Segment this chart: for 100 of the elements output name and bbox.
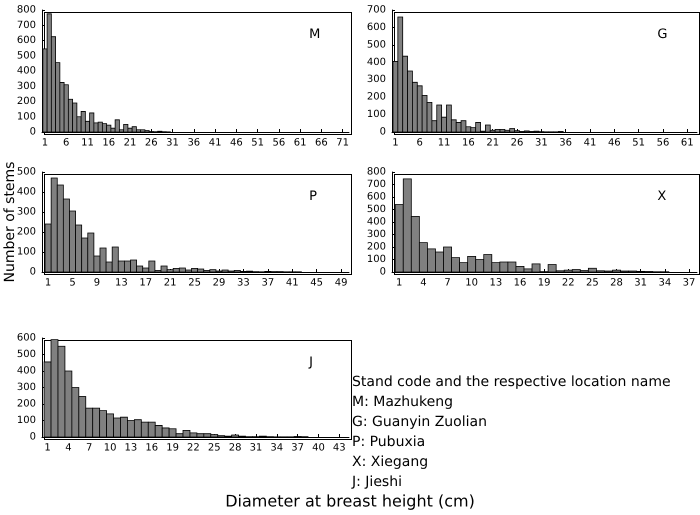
y-tick-label: 800 <box>366 166 386 178</box>
x-tick-label: 61 <box>680 138 694 148</box>
y-tick-label: 400 <box>16 66 36 76</box>
x-tick-label: 25 <box>208 442 221 454</box>
x-tick-label: 19 <box>166 442 179 454</box>
x-tick-label: 25 <box>188 278 201 288</box>
x-tick-label: 16 <box>145 442 158 454</box>
y-tick-label: 100 <box>16 246 36 258</box>
x-tick-label: 49 <box>334 278 348 288</box>
x-tick-label: 16 <box>514 278 526 288</box>
x-tick-label: 37 <box>291 442 304 454</box>
text: J <box>308 355 313 370</box>
x-tick-label: 71 <box>336 138 349 148</box>
x-tick-label: 10 <box>104 442 116 454</box>
x-tick-label: 22 <box>562 278 575 288</box>
x-tick-label: 51 <box>251 138 264 148</box>
x-tick-label: 41 <box>286 278 299 288</box>
x-tick-label: 22 <box>187 442 200 454</box>
x-axis-title: Diameter at breast height (cm) <box>225 492 475 510</box>
x-tick-label: 21 <box>164 278 177 288</box>
y-tick-label: 0 <box>30 266 36 278</box>
y-tick-label: 200 <box>366 92 386 103</box>
x-tick-label: 31 <box>166 138 179 148</box>
y-tick-label: 500 <box>16 166 36 178</box>
x-tick-label: 25 <box>586 278 599 288</box>
x-tick-label: 21 <box>486 138 500 148</box>
x-tick-label: 31 <box>250 442 262 454</box>
text: Stand code and the respective location name <box>352 373 672 392</box>
y-tick-label: 400 <box>16 186 36 198</box>
y-tick-label: 700 <box>16 20 36 31</box>
y-tick-label: 600 <box>16 35 36 46</box>
x-tick-label: 37 <box>682 278 696 288</box>
y-tick-label: 600 <box>16 332 36 344</box>
y-tick-label: 300 <box>366 74 386 86</box>
x-tick-label: 34 <box>658 278 672 288</box>
y-tick-label: 500 <box>366 204 386 215</box>
x-tick-label: 33 <box>237 278 250 288</box>
y-tick-label: 400 <box>366 216 386 228</box>
text: P <box>309 189 318 204</box>
x-tick-label: 1 <box>44 442 51 454</box>
x-tick-label: 34 <box>270 442 284 454</box>
y-tick-label: 400 <box>366 56 386 68</box>
text: X <box>657 189 666 204</box>
text: G: Guanyin Zuolian <box>352 413 488 432</box>
x-tick-label: 28 <box>228 442 242 454</box>
y-tick-label: 0 <box>380 126 386 138</box>
x-tick-label: 43 <box>332 442 346 454</box>
x-tick-label: 4 <box>420 278 427 288</box>
x-tick-label: 46 <box>608 138 621 148</box>
x-tick-label: 36 <box>559 138 572 148</box>
y-tick-label: 100 <box>366 109 386 120</box>
y-tick-label: 200 <box>16 96 36 107</box>
x-tick-label: 5 <box>69 278 76 288</box>
y-tick-label: 0 <box>380 266 386 278</box>
y-tick-label: 300 <box>16 206 36 218</box>
y-tick-label: 600 <box>366 192 386 202</box>
x-tick-label: 37 <box>261 278 274 288</box>
text: M: Mazhukeng <box>352 393 454 412</box>
x-tick-label: 1 <box>44 278 52 288</box>
x-tick-label: 11 <box>438 138 450 148</box>
x-tick-label: 16 <box>102 138 116 148</box>
x-tick-label: 7 <box>86 442 92 454</box>
y-tick-label: 400 <box>16 366 36 376</box>
x-tick-label: 21 <box>124 138 136 148</box>
y-tick-label: 700 <box>366 179 386 190</box>
x-tick-label: 7 <box>444 278 451 288</box>
x-tick-label: 4 <box>65 442 72 454</box>
y-tick-label: 500 <box>16 50 36 62</box>
x-tick-label: 16 <box>462 138 475 148</box>
x-tick-label: 31 <box>634 278 648 288</box>
y-tick-label: 600 <box>366 22 386 33</box>
x-tick-label: 36 <box>187 138 200 148</box>
x-tick-label: 40 <box>312 442 325 454</box>
x-tick-label: 26 <box>144 138 158 148</box>
x-tick-label: 31 <box>534 138 548 148</box>
y-tick-label: 300 <box>366 229 386 240</box>
x-tick-label: 11 <box>81 138 94 148</box>
y-tick-label: 200 <box>16 226 36 238</box>
x-tick-label: 26 <box>510 138 524 148</box>
x-tick-label: 13 <box>114 278 128 288</box>
x-tick-label: 13 <box>124 442 138 454</box>
text: X: Xiegang <box>352 453 430 472</box>
y-tick-label: 700 <box>366 4 386 16</box>
x-tick-label: 66 <box>314 138 328 148</box>
x-tick-label: 6 <box>416 138 423 148</box>
y-axis-title: Number of stems <box>2 162 18 282</box>
y-tick-label: 0 <box>30 432 36 442</box>
x-tick-label: 56 <box>272 138 286 148</box>
y-tick-label: 100 <box>366 254 386 265</box>
text: M <box>309 27 320 42</box>
y-tick-label: 300 <box>16 80 36 92</box>
x-tick-label: 46 <box>230 138 243 148</box>
x-tick-label: 41 <box>584 138 596 148</box>
x-tick-label: 1 <box>396 278 402 288</box>
y-tick-label: 100 <box>16 111 36 122</box>
x-tick-label: 1 <box>392 138 399 148</box>
x-tick-label: 1 <box>42 138 48 148</box>
y-tick-label: 300 <box>16 382 36 393</box>
y-tick-label: 100 <box>16 415 36 426</box>
y-tick-label: 200 <box>16 398 36 410</box>
